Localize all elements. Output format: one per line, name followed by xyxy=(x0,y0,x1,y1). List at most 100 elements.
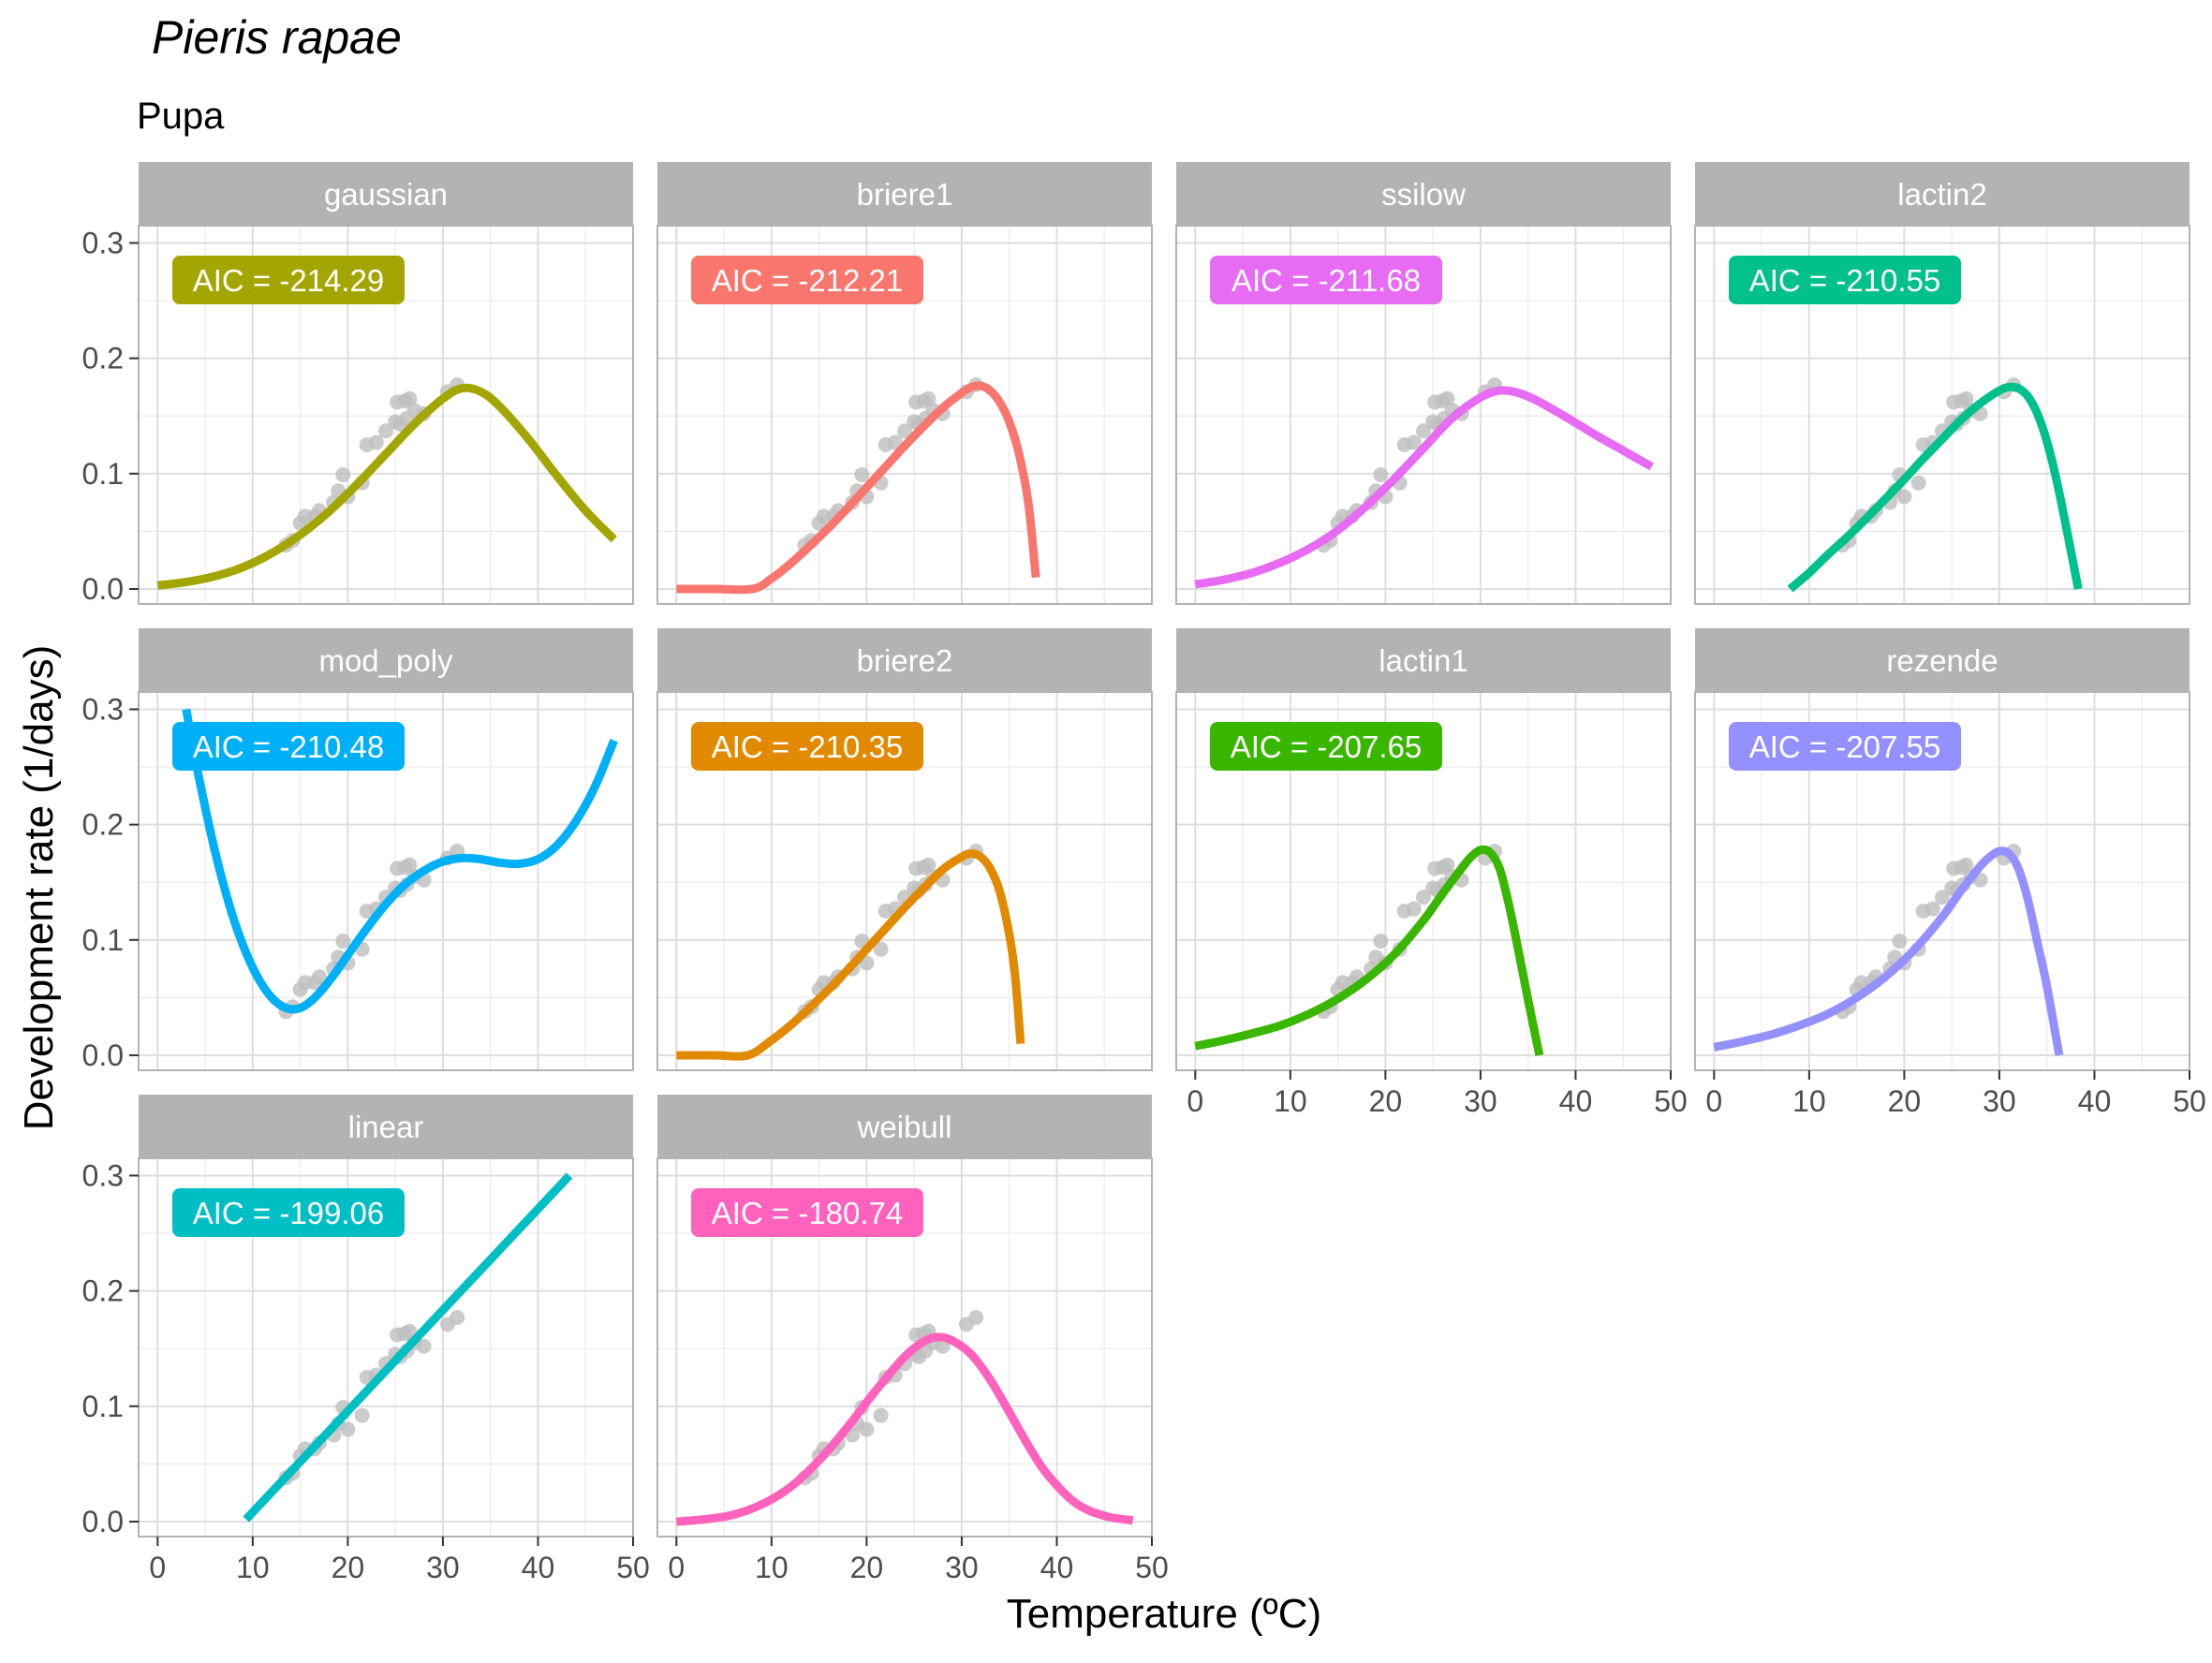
fitted-curve-mod_poly xyxy=(182,708,618,1014)
panel-border xyxy=(138,225,634,605)
panel-border xyxy=(1175,691,1672,1071)
fitted-curve-briere2 xyxy=(676,848,1025,1061)
observation-point xyxy=(1892,934,1908,949)
observation-point xyxy=(402,857,418,873)
strip-background xyxy=(1695,162,2190,226)
strip-label: briere1 xyxy=(857,177,953,212)
aic-label: AIC = -180.74 xyxy=(712,1196,904,1230)
fitted-curve-rezende xyxy=(1713,846,2064,1056)
chart-title: Pieris rapae xyxy=(152,11,402,64)
observation-point xyxy=(873,1407,889,1423)
x-tick-label: 20 xyxy=(1888,1084,1922,1118)
aic-label: AIC = -214.29 xyxy=(193,263,385,298)
observation-point xyxy=(311,969,327,985)
aic-label-box xyxy=(1729,256,1961,304)
observation-point xyxy=(368,434,384,450)
x-tick-label: 10 xyxy=(1274,1084,1307,1118)
panel-lactin1: lactin1 AIC = -207.65 0 10 20 30 40 50 xyxy=(1175,628,1688,1118)
aic-label: AIC = -207.55 xyxy=(1749,729,1941,764)
x-tick-label: 20 xyxy=(850,1551,884,1584)
observation-point xyxy=(354,1407,370,1423)
panel-border xyxy=(656,1157,1153,1538)
x-tick-label: 50 xyxy=(2173,1084,2206,1118)
aic-label-box xyxy=(691,1188,923,1237)
aic-label-box xyxy=(1729,722,1961,771)
fitted-curve-briere1 xyxy=(676,381,1040,595)
panel-border xyxy=(1694,691,2190,1071)
aic-label: AIC = -210.55 xyxy=(1749,263,1941,298)
observation-point xyxy=(1373,467,1389,483)
observation-point xyxy=(1373,934,1389,949)
aic-label-box xyxy=(172,1188,405,1237)
fitted-curve-lactin2 xyxy=(1787,382,2083,593)
strip-background xyxy=(139,628,633,692)
y-axis-label: Development rate (1/days) xyxy=(16,645,62,1130)
observation-point xyxy=(1924,901,1940,917)
y-tick-label: 0.3 xyxy=(82,1158,124,1192)
x-tick-label: 50 xyxy=(1135,1551,1169,1584)
strip-background xyxy=(657,162,1152,226)
fitted-curve-ssilow xyxy=(1194,386,1654,589)
strip-background xyxy=(1176,162,1671,226)
panel-linear: linear AIC = -199.06 0.0 0.1 0.2 0.3 0 10 20 30 40… xyxy=(82,1095,650,1584)
observation-point xyxy=(340,1421,356,1437)
panel-border xyxy=(1175,225,1672,605)
strip-label: ssilow xyxy=(1381,177,1466,212)
observation-point xyxy=(1958,390,1974,406)
observation-point xyxy=(1958,857,1974,873)
chart-subtitle: Pupa xyxy=(137,96,225,137)
panel-briere2: briere2 AIC = -210.35 xyxy=(656,628,1153,1071)
observation-point xyxy=(1406,434,1422,450)
x-tick-label: 30 xyxy=(1983,1084,2016,1118)
strip-label: rezende xyxy=(1886,643,1998,678)
aic-label: AIC = -210.35 xyxy=(712,729,904,764)
observation-point xyxy=(1406,901,1422,917)
observation-point xyxy=(335,934,351,949)
y-tick-label: 0.2 xyxy=(82,342,124,375)
strip-background xyxy=(139,1095,633,1158)
strip-label: mod_poly xyxy=(318,643,453,678)
aic-label-box xyxy=(1210,722,1442,771)
panel-rezende: rezende AIC = -207.55 0 10 20 30 40 50 xyxy=(1694,628,2206,1118)
x-tick-label: 20 xyxy=(1369,1084,1403,1118)
x-tick-label: 0 xyxy=(1705,1084,1722,1118)
x-tick-label: 10 xyxy=(1792,1084,1826,1118)
x-tick-label: 10 xyxy=(236,1551,270,1584)
aic-label-box xyxy=(172,256,405,304)
aic-label-box xyxy=(172,722,405,771)
observation-point xyxy=(1439,390,1455,406)
x-tick-label: 0 xyxy=(1187,1084,1203,1118)
panel-border xyxy=(138,1157,634,1538)
aic-label: AIC = -211.68 xyxy=(1231,263,1421,298)
observation-point xyxy=(854,467,870,483)
y-tick-label: 0.2 xyxy=(82,808,124,842)
aic-label-box xyxy=(1210,256,1442,304)
panel-mod_poly: mod_poly AIC = -210.48 0.0 0.1 0.2 0.3 xyxy=(82,628,634,1072)
panel-lactin2: lactin2 AIC = -210.55 xyxy=(1694,162,2190,605)
panel-weibull: weibull AIC = -180.74 0 10 20 30 40 50 xyxy=(656,1095,1169,1584)
x-tick-label: 0 xyxy=(668,1551,685,1584)
aic-label: AIC = -207.65 xyxy=(1231,729,1423,764)
observation-point xyxy=(859,1421,875,1437)
panel-border xyxy=(656,691,1153,1071)
strip-label: briere2 xyxy=(857,643,953,678)
x-tick-label: 40 xyxy=(1559,1084,1593,1118)
x-tick-label: 30 xyxy=(945,1551,979,1584)
strip-label: linear xyxy=(348,1110,424,1144)
strip-label: lactin1 xyxy=(1379,643,1467,678)
y-tick-label: 0.3 xyxy=(82,226,124,259)
strip-background xyxy=(657,628,1152,692)
panel-border xyxy=(656,225,1153,605)
x-tick-label: 40 xyxy=(1040,1551,1074,1584)
x-tick-label: 10 xyxy=(755,1551,789,1584)
observation-point xyxy=(450,1309,465,1325)
x-tick-label: 50 xyxy=(616,1551,650,1584)
panel-gaussian: gaussian AIC = -214.29 0.0 0.1 0.2 0.3 xyxy=(82,162,634,606)
aic-label-box xyxy=(691,256,923,304)
observation-point xyxy=(1896,489,1912,505)
panel-ssilow: ssilow AIC = -211.68 xyxy=(1175,162,1672,605)
panel-briere1: briere1 AIC = -212.21 xyxy=(656,162,1153,605)
panel-border xyxy=(1694,225,2190,605)
fitted-curve-weibull xyxy=(675,1332,1134,1526)
